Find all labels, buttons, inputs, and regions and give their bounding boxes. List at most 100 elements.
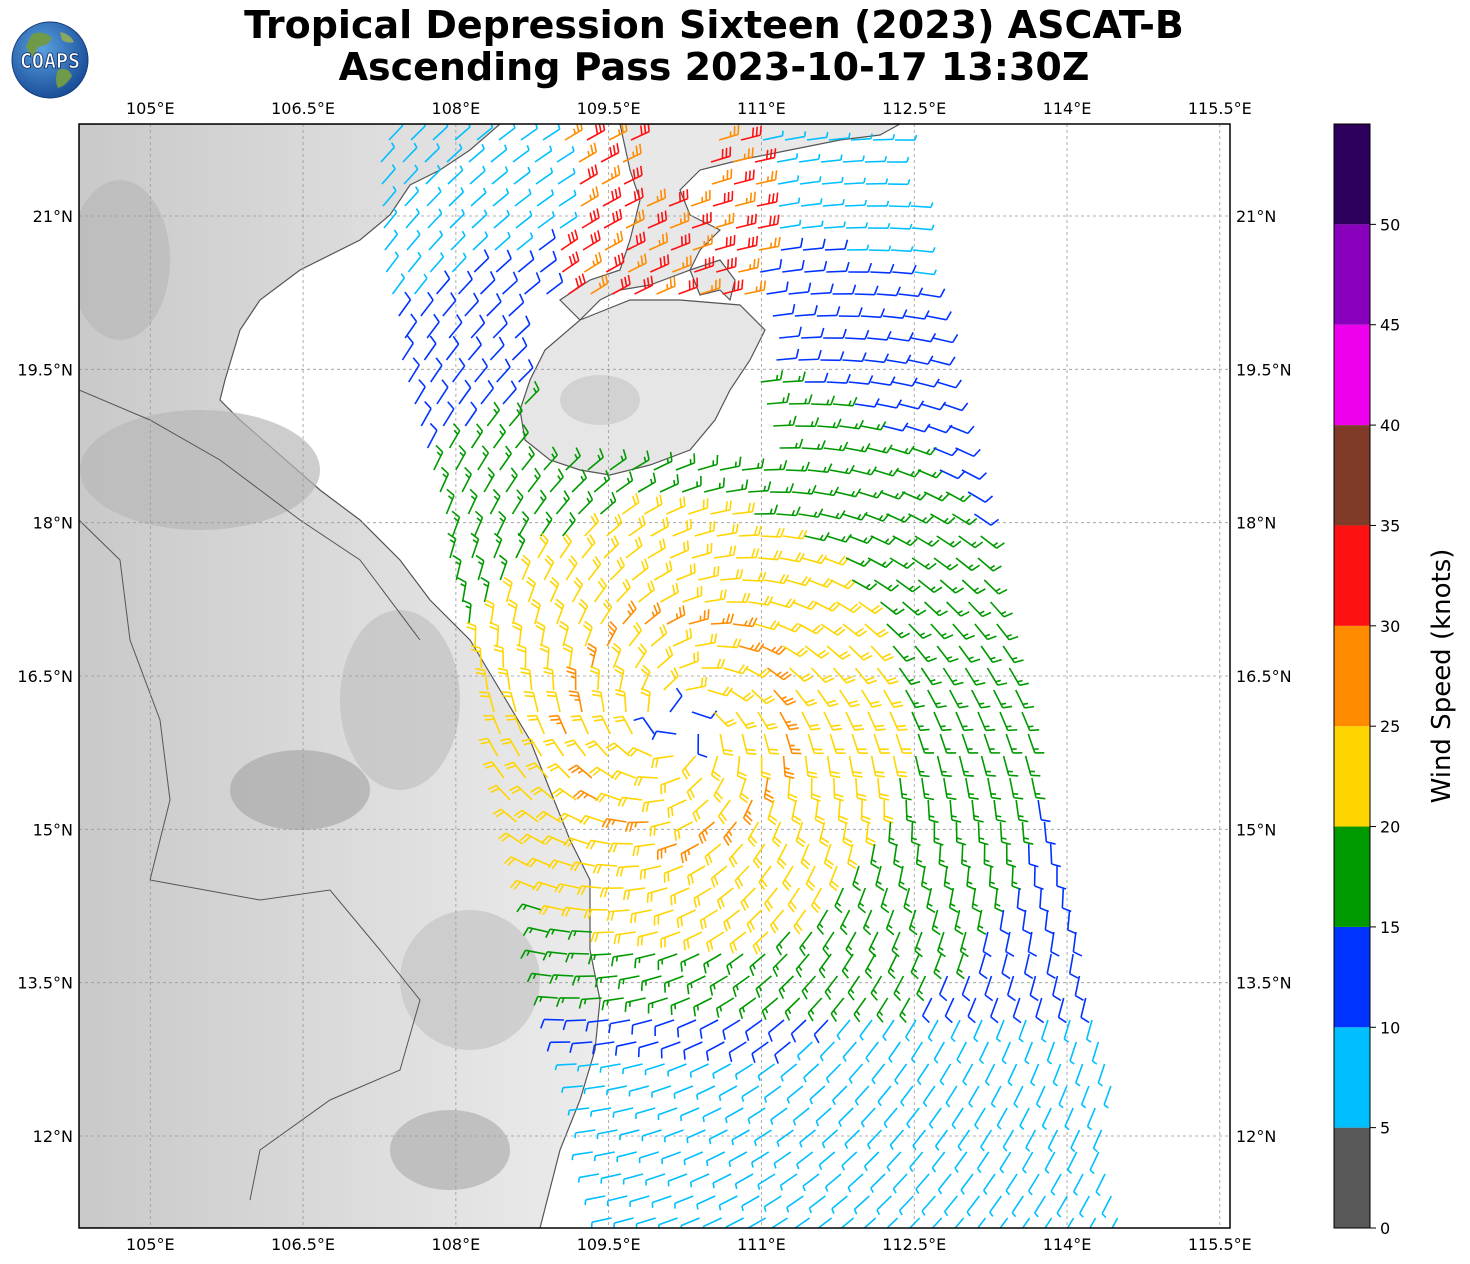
wind-barb: [668, 189, 689, 207]
wind-barb: [1021, 711, 1040, 732]
wind-barb: [1103, 1085, 1112, 1109]
wind-barb: [583, 908, 608, 919]
colorbar-tick-label: 15: [1380, 918, 1400, 937]
lat-tick-left: 19.5°N: [17, 360, 73, 379]
wind-barb: [744, 280, 767, 295]
wind-barb: [427, 208, 443, 229]
wind-barb: [956, 1041, 968, 1064]
wind-barb: [576, 885, 602, 896]
wind-barb: [726, 953, 744, 975]
wind-barb: [385, 251, 399, 273]
wind-barb: [638, 580, 656, 603]
wind-barb: [593, 470, 611, 493]
wind-barb: [1024, 1041, 1034, 1065]
wind-barb: [504, 761, 527, 779]
wind-barb: [987, 777, 1002, 800]
wind-barb: [651, 730, 677, 741]
wind-barb: [883, 422, 909, 432]
wind-barb: [426, 313, 440, 339]
wind-barb: [973, 513, 1000, 526]
wind-barb: [457, 577, 467, 603]
wind-barb: [833, 777, 844, 802]
wind-barb: [823, 711, 843, 731]
wind-barb: [502, 271, 519, 295]
land-hainan: [519, 299, 766, 476]
wind-barb: [847, 843, 858, 870]
wind-barb: [915, 1173, 930, 1194]
wind-barb: [958, 645, 981, 663]
wind-barb: [773, 415, 797, 427]
lat-tick-right: 18°N: [1236, 514, 1276, 533]
wind-barb: [1001, 1041, 1012, 1065]
wind-barb: [817, 1217, 833, 1228]
wind-barb: [691, 542, 713, 559]
wind-barb: [859, 1019, 873, 1041]
wind-barb: [473, 249, 490, 273]
wind-barb: [537, 533, 549, 559]
wind-barb: [606, 513, 623, 537]
wind-barb: [490, 144, 508, 163]
wind-barb: [402, 142, 418, 163]
wind-barb: [739, 777, 750, 804]
wind-barb: [898, 400, 925, 410]
wind-barb: [955, 711, 974, 732]
wind-barb: [615, 688, 627, 713]
wind-barb: [760, 527, 785, 538]
wind-barb: [508, 785, 533, 801]
wind-barb: [496, 358, 511, 383]
lon-tick-top: 106.5°E: [271, 99, 335, 118]
wind-barb: [726, 592, 751, 603]
wind-barb: [747, 1107, 766, 1125]
wind-barb: [436, 379, 449, 405]
wind-barb: [542, 124, 561, 141]
wind-barb: [792, 484, 817, 495]
wind-barb: [795, 953, 810, 978]
wind-barb: [672, 518, 693, 537]
wind-barb: [829, 579, 856, 590]
wind-barb: [993, 799, 1007, 823]
wind-barb: [577, 490, 594, 515]
wind-barb: [1074, 975, 1084, 1002]
wind-barb: [541, 835, 568, 846]
wind-barb: [1097, 1063, 1106, 1087]
wind-barb: [926, 887, 936, 914]
wind-barb: [698, 821, 715, 844]
wind-barb: [410, 124, 426, 141]
lon-tick-top: 105°E: [126, 99, 175, 118]
wind-barb: [469, 165, 486, 185]
wind-barb: [890, 246, 914, 253]
wind-barb: [673, 821, 693, 841]
wind-barb: [406, 229, 421, 251]
wind-barb: [523, 691, 539, 713]
wind-barb: [534, 145, 553, 163]
wind-barb: [898, 865, 908, 892]
wind-barb: [814, 799, 825, 825]
wind-barb: [784, 997, 801, 1021]
wind-barb: [600, 1173, 622, 1184]
wind-barb: [926, 311, 952, 321]
wind-barb: [830, 997, 845, 1022]
wind-barb: [782, 259, 805, 273]
wind-barb: [851, 733, 868, 754]
wind-barb: [821, 1129, 838, 1149]
wind-barb: [788, 394, 813, 405]
wind-barb: [776, 1129, 794, 1147]
wind-barb: [804, 372, 829, 383]
wind-barb: [936, 645, 959, 663]
wind-barb: [663, 975, 684, 993]
wind-barb: [525, 762, 549, 779]
wind-barb: [475, 667, 489, 691]
wind-barb: [693, 887, 712, 908]
wind-barb: [873, 467, 900, 477]
wind-barb: [990, 997, 999, 1024]
wind-barb: [776, 506, 801, 517]
wind-barb: [732, 975, 750, 997]
wind-barb: [680, 843, 700, 864]
wind-barb: [710, 613, 735, 625]
wind-barb: [455, 444, 467, 471]
wind-barb: [631, 558, 649, 581]
wind-barb: [609, 556, 626, 581]
wind-barb: [604, 230, 624, 251]
wind-barb: [798, 623, 824, 635]
wind-barb: [989, 601, 1013, 618]
